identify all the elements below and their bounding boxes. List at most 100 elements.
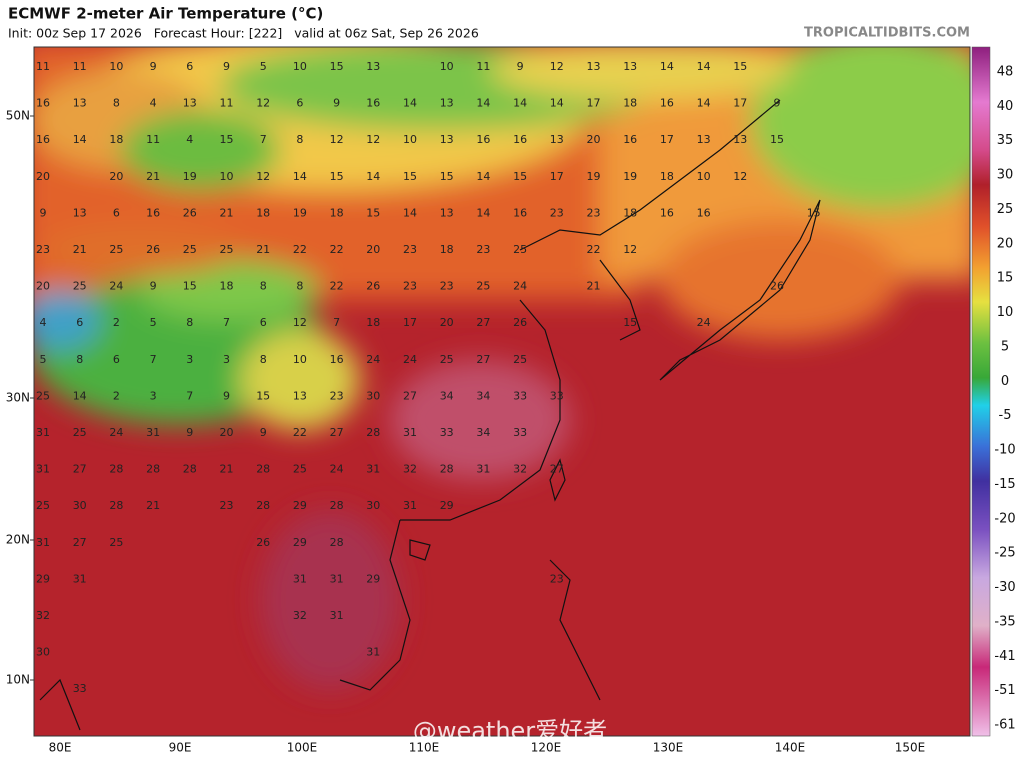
temperature-value: 15	[366, 206, 380, 219]
temperature-value: 14	[476, 97, 490, 110]
temperature-value: 14	[697, 60, 711, 73]
latitude-label: 20N	[6, 533, 30, 547]
temperature-value: 20	[109, 170, 123, 183]
temperature-value: 12	[733, 170, 747, 183]
temperature-value: 19	[623, 170, 637, 183]
temperature-value: 7	[260, 133, 267, 146]
colorbar-label: -15	[994, 477, 1015, 492]
temperature-value: 9	[223, 60, 230, 73]
temperature-value: 28	[109, 499, 123, 512]
temperature-value: 34	[476, 426, 490, 439]
temperature-value: 8	[260, 353, 267, 366]
temperature-value: 33	[513, 389, 527, 402]
temperature-value: 23	[36, 243, 50, 256]
temperature-value: 12	[366, 133, 380, 146]
temperature-value: 21	[220, 463, 234, 476]
axes: 50N 30N 20N 10N 80E 90E 100E 110E 120E 130E 140E 15…	[6, 65, 1016, 755]
colorbar-label: 0	[1001, 374, 1009, 389]
temperature-value: 5	[150, 316, 157, 329]
temperature-value: 21	[73, 243, 87, 256]
temperature-value: 27	[476, 316, 490, 329]
temperature-value: 26	[366, 280, 380, 293]
temperature-value: 14	[476, 170, 490, 183]
temperature-value: 25	[36, 389, 50, 402]
temperature-value: 16	[36, 133, 50, 146]
temperature-value: 23	[403, 243, 417, 256]
temperature-value: 32	[513, 463, 527, 476]
temperature-value: 28	[256, 499, 270, 512]
temperature-value: 18	[220, 280, 234, 293]
colorbar-label: -25	[994, 546, 1015, 561]
temperature-value: 13	[440, 206, 454, 219]
temperature-value: 4	[186, 133, 193, 146]
temperature-value: 18	[109, 133, 123, 146]
temperature-value: 20	[36, 280, 50, 293]
temperature-value: 16	[366, 97, 380, 110]
temperature-value: 28	[109, 463, 123, 476]
temperature-value: 17	[733, 97, 747, 110]
temperature-value: 23	[220, 499, 234, 512]
temperature-value: 10	[440, 60, 454, 73]
temperature-value: 7	[223, 316, 230, 329]
longitude-label: 130E	[653, 741, 684, 755]
temperature-value: 18	[366, 316, 380, 329]
temperature-value: 12	[550, 60, 564, 73]
temperature-value: 22	[330, 243, 344, 256]
temperature-value: 31	[36, 426, 50, 439]
temperature-value: 15	[403, 170, 417, 183]
colorbar-label: 20	[997, 236, 1014, 251]
temperature-value: 14	[366, 170, 380, 183]
temperature-value: 10	[403, 133, 417, 146]
temperature-value: 19	[587, 170, 601, 183]
temperature-value: 14	[513, 97, 527, 110]
temperature-value: 28	[366, 426, 380, 439]
temperature-value: 31	[366, 463, 380, 476]
colorbar	[971, 46, 991, 737]
temperature-value: 13	[733, 133, 747, 146]
temperature-value: 13	[293, 389, 307, 402]
temperature-value: 31	[146, 426, 160, 439]
temperature-value: 14	[403, 206, 417, 219]
temperature-value: 11	[73, 60, 87, 73]
temperature-value: 31	[476, 463, 490, 476]
temperature-value: 31	[330, 572, 344, 585]
temperature-value: 12	[293, 316, 307, 329]
temperature-value: 3	[186, 353, 193, 366]
temperature-value: 23	[403, 280, 417, 293]
temperature-value: 15	[183, 280, 197, 293]
temperature-value: 4	[150, 97, 157, 110]
temperature-value: 13	[440, 97, 454, 110]
temperature-value: 17	[660, 133, 674, 146]
temperature-value: 27	[550, 463, 564, 476]
temperature-value: 13	[73, 97, 87, 110]
temperature-value: 13	[550, 133, 564, 146]
temperature-value: 9	[517, 60, 524, 73]
temperature-value: 25	[220, 243, 234, 256]
temperature-value: 24	[697, 316, 711, 329]
temperature-value: 16	[660, 206, 674, 219]
temperature-value: 14	[73, 133, 87, 146]
longitude-label: 150E	[895, 741, 926, 755]
temperature-value: 33	[73, 682, 87, 695]
temperature-value: 13	[623, 60, 637, 73]
colorbar-label: 40	[997, 99, 1014, 114]
temperature-value: 27	[476, 353, 490, 366]
temperature-labels: 11 11 10 9 6 9 5 10 15 13 10 11 9 12 13 13 14 14 15 16 13 8 4 1…	[36, 60, 821, 695]
temperature-value: 34	[476, 389, 490, 402]
temperature-value: 15	[440, 170, 454, 183]
temperature-value: 18	[330, 206, 344, 219]
temperature-value: 28	[330, 536, 344, 549]
temperature-value: 13	[587, 60, 601, 73]
temperature-value: 16	[36, 97, 50, 110]
colorbar-label: 5	[1001, 339, 1009, 354]
temperature-value: 27	[330, 426, 344, 439]
temperature-value: 6	[186, 60, 193, 73]
temperature-value: 26	[770, 280, 784, 293]
temperature-value: 16	[513, 206, 527, 219]
temperature-value: 8	[296, 133, 303, 146]
temperature-value: 12	[623, 243, 637, 256]
temperature-value: 25	[513, 353, 527, 366]
temperature-value: 25	[36, 499, 50, 512]
temperature-value: 31	[403, 426, 417, 439]
temperature-value: 9	[774, 97, 781, 110]
